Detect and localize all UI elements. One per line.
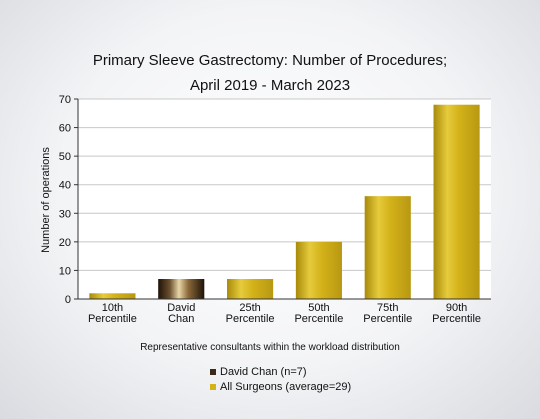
bar-percentile [364,196,411,299]
y-tick-label: 20 [59,237,71,249]
bar-percentile [295,241,342,299]
bar-surgeon [158,279,205,299]
x-tick-label: David [167,302,195,314]
chart-subtitle: April 2019 - March 2023 [189,77,351,94]
chart-title: Primary Sleeve Gastrectomy: Number of Pr… [92,52,448,69]
legend-item-surgeon: David Chan (n=7) [210,364,351,379]
y-tick-label: 30 [59,208,71,220]
x-tick-label: Percentile [294,313,343,325]
x-tick-label: Chan [168,313,194,325]
x-tick-label: Percentile [226,313,275,325]
y-tick-label: 70 [59,94,71,106]
plot-area [78,99,491,299]
x-tick-label: Percentile [432,313,481,325]
x-tick-label: 25th [239,302,260,314]
x-tick-label: 90th [446,302,467,314]
legend-label-all-surgeons: All Surgeons (average=29) [220,380,352,393]
x-tick-label: 75th [377,302,398,314]
y-tick-label: 60 [59,123,71,135]
x-tick-label: Percentile [88,313,137,325]
bar-percentile [433,104,480,299]
x-tick-label: 50th [308,302,329,314]
legend-swatch-all-surgeons [210,383,216,390]
legend-label-surgeon: David Chan (n=7) [220,365,307,378]
x-axis-label: Representative consultants within the wo… [140,342,400,353]
bar-percentile [227,279,274,299]
legend-swatch-surgeon [210,368,216,375]
legend: David Chan (n=7) All Surgeons (average=2… [210,364,351,394]
x-tick-label: 10th [102,302,123,314]
bar-percentile [89,293,136,299]
legend-item-all-surgeons: All Surgeons (average=29) [210,379,351,394]
y-tick-label: 50 [59,151,71,163]
y-tick-label: 40 [59,180,71,192]
x-tick-label: Percentile [363,313,412,325]
y-axis-label: Number of operations [40,147,52,253]
y-tick-label: 0 [65,294,71,306]
y-tick-label: 10 [59,265,71,277]
